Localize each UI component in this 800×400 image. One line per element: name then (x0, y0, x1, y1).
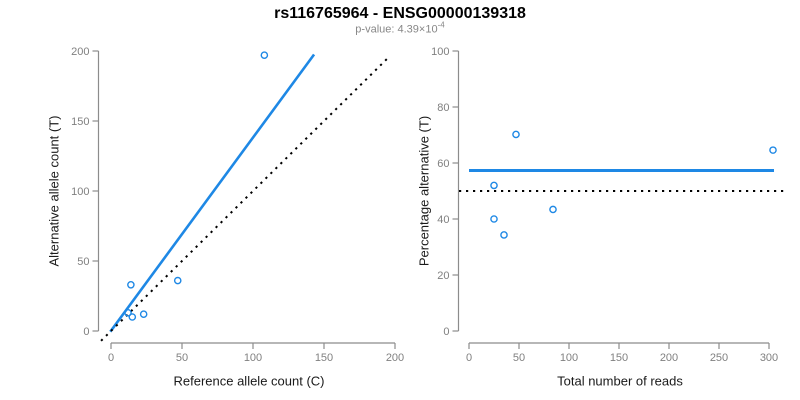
left-yaxis-title: Alternative allele count (T) (46, 115, 62, 267)
y-tick-label: 60 (437, 158, 449, 170)
data-point (490, 181, 498, 190)
x-tick-label: 0 (108, 352, 114, 364)
y-tick-label: 100 (431, 46, 449, 58)
y-tick-label: 0 (83, 326, 89, 338)
y-tick-label: 20 (437, 270, 449, 282)
y-tick-label: 0 (443, 326, 449, 338)
data-point (500, 231, 508, 239)
pvalue-text: p-value: 4.39×10 (355, 23, 438, 36)
identity-line (100, 55, 391, 342)
x-tick-label: 200 (660, 352, 678, 364)
right-yaxis-title: Percentage alternative (T) (416, 115, 432, 267)
y-tick-label: 40 (437, 214, 449, 226)
data-point (139, 310, 148, 319)
x-tick-label: 150 (315, 352, 333, 364)
page-title: rs116765964 - ENSG00000139318 (274, 5, 526, 22)
data-point (127, 280, 135, 289)
x-tick-label: 250 (710, 352, 728, 364)
y-tick-label: 50 (77, 256, 89, 268)
y-tick-label: 200 (71, 46, 89, 58)
pvalue-subtitle: p-value: 4.39×10-4 (355, 21, 444, 36)
y-tick-label: 80 (437, 102, 449, 114)
x-tick-label: 0 (466, 352, 472, 364)
right-xaxis-title: Total number of reads (557, 373, 683, 389)
left-xaxis-title: Reference allele count (C) (173, 373, 325, 389)
data-point (128, 313, 137, 321)
y-tick-label: 150 (71, 116, 89, 128)
pvalue-exponent: -4 (437, 20, 445, 30)
data-point (173, 276, 182, 285)
x-tick-label: 200 (386, 352, 404, 364)
data-point (512, 130, 520, 139)
data-point (769, 146, 777, 154)
data-point (124, 308, 132, 317)
x-tick-label: 100 (560, 352, 578, 364)
y-tick-label: 100 (71, 186, 89, 198)
x-tick-label: 100 (244, 352, 262, 364)
data-point (260, 51, 269, 60)
x-tick-label: 50 (513, 352, 525, 364)
x-tick-label: 300 (760, 352, 778, 364)
x-tick-label: 50 (176, 352, 188, 364)
fit-line (109, 53, 316, 333)
x-tick-label: 150 (610, 352, 628, 364)
data-point (490, 215, 498, 223)
data-point (549, 205, 557, 214)
